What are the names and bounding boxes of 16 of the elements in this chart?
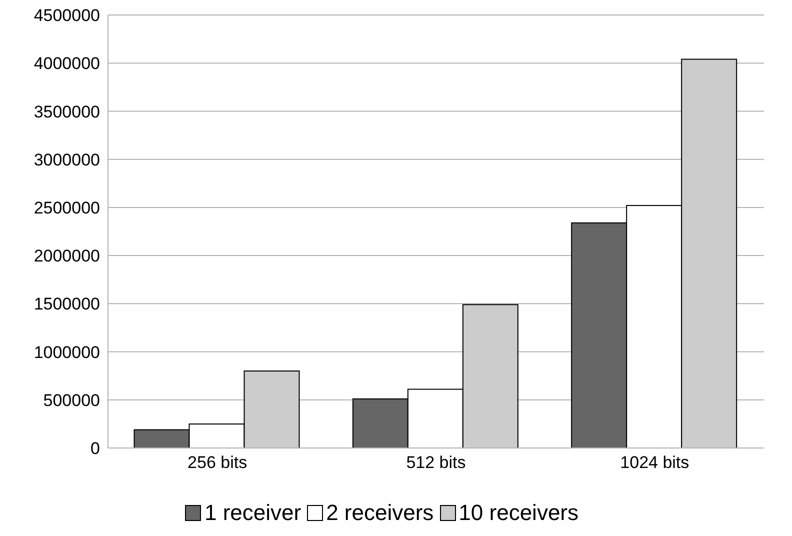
y-tick-label: 0 <box>90 439 100 458</box>
x-tick-label: 512 bits <box>406 453 466 472</box>
y-tick-label: 2000000 <box>34 246 100 266</box>
y-tick-label: 2500000 <box>34 198 100 218</box>
y-tick-label: 4000000 <box>34 54 100 74</box>
legend-label: 2 receivers <box>326 500 434 526</box>
y-tick-label: 500000 <box>43 390 100 410</box>
y-tick-label: 3500000 <box>34 102 100 122</box>
y-tick-label: 3000000 <box>34 150 100 170</box>
legend-label: 10 receivers <box>458 500 579 526</box>
y-tick-label: 1000000 <box>34 342 100 362</box>
x-tick-label: 1024 bits <box>620 453 690 472</box>
legend-label: 1 receiver <box>204 500 302 526</box>
y-tick-label: 4500000 <box>34 6 100 26</box>
x-tick-label: 256 bits <box>188 453 248 472</box>
y-tick-label: 1500000 <box>34 294 100 314</box>
